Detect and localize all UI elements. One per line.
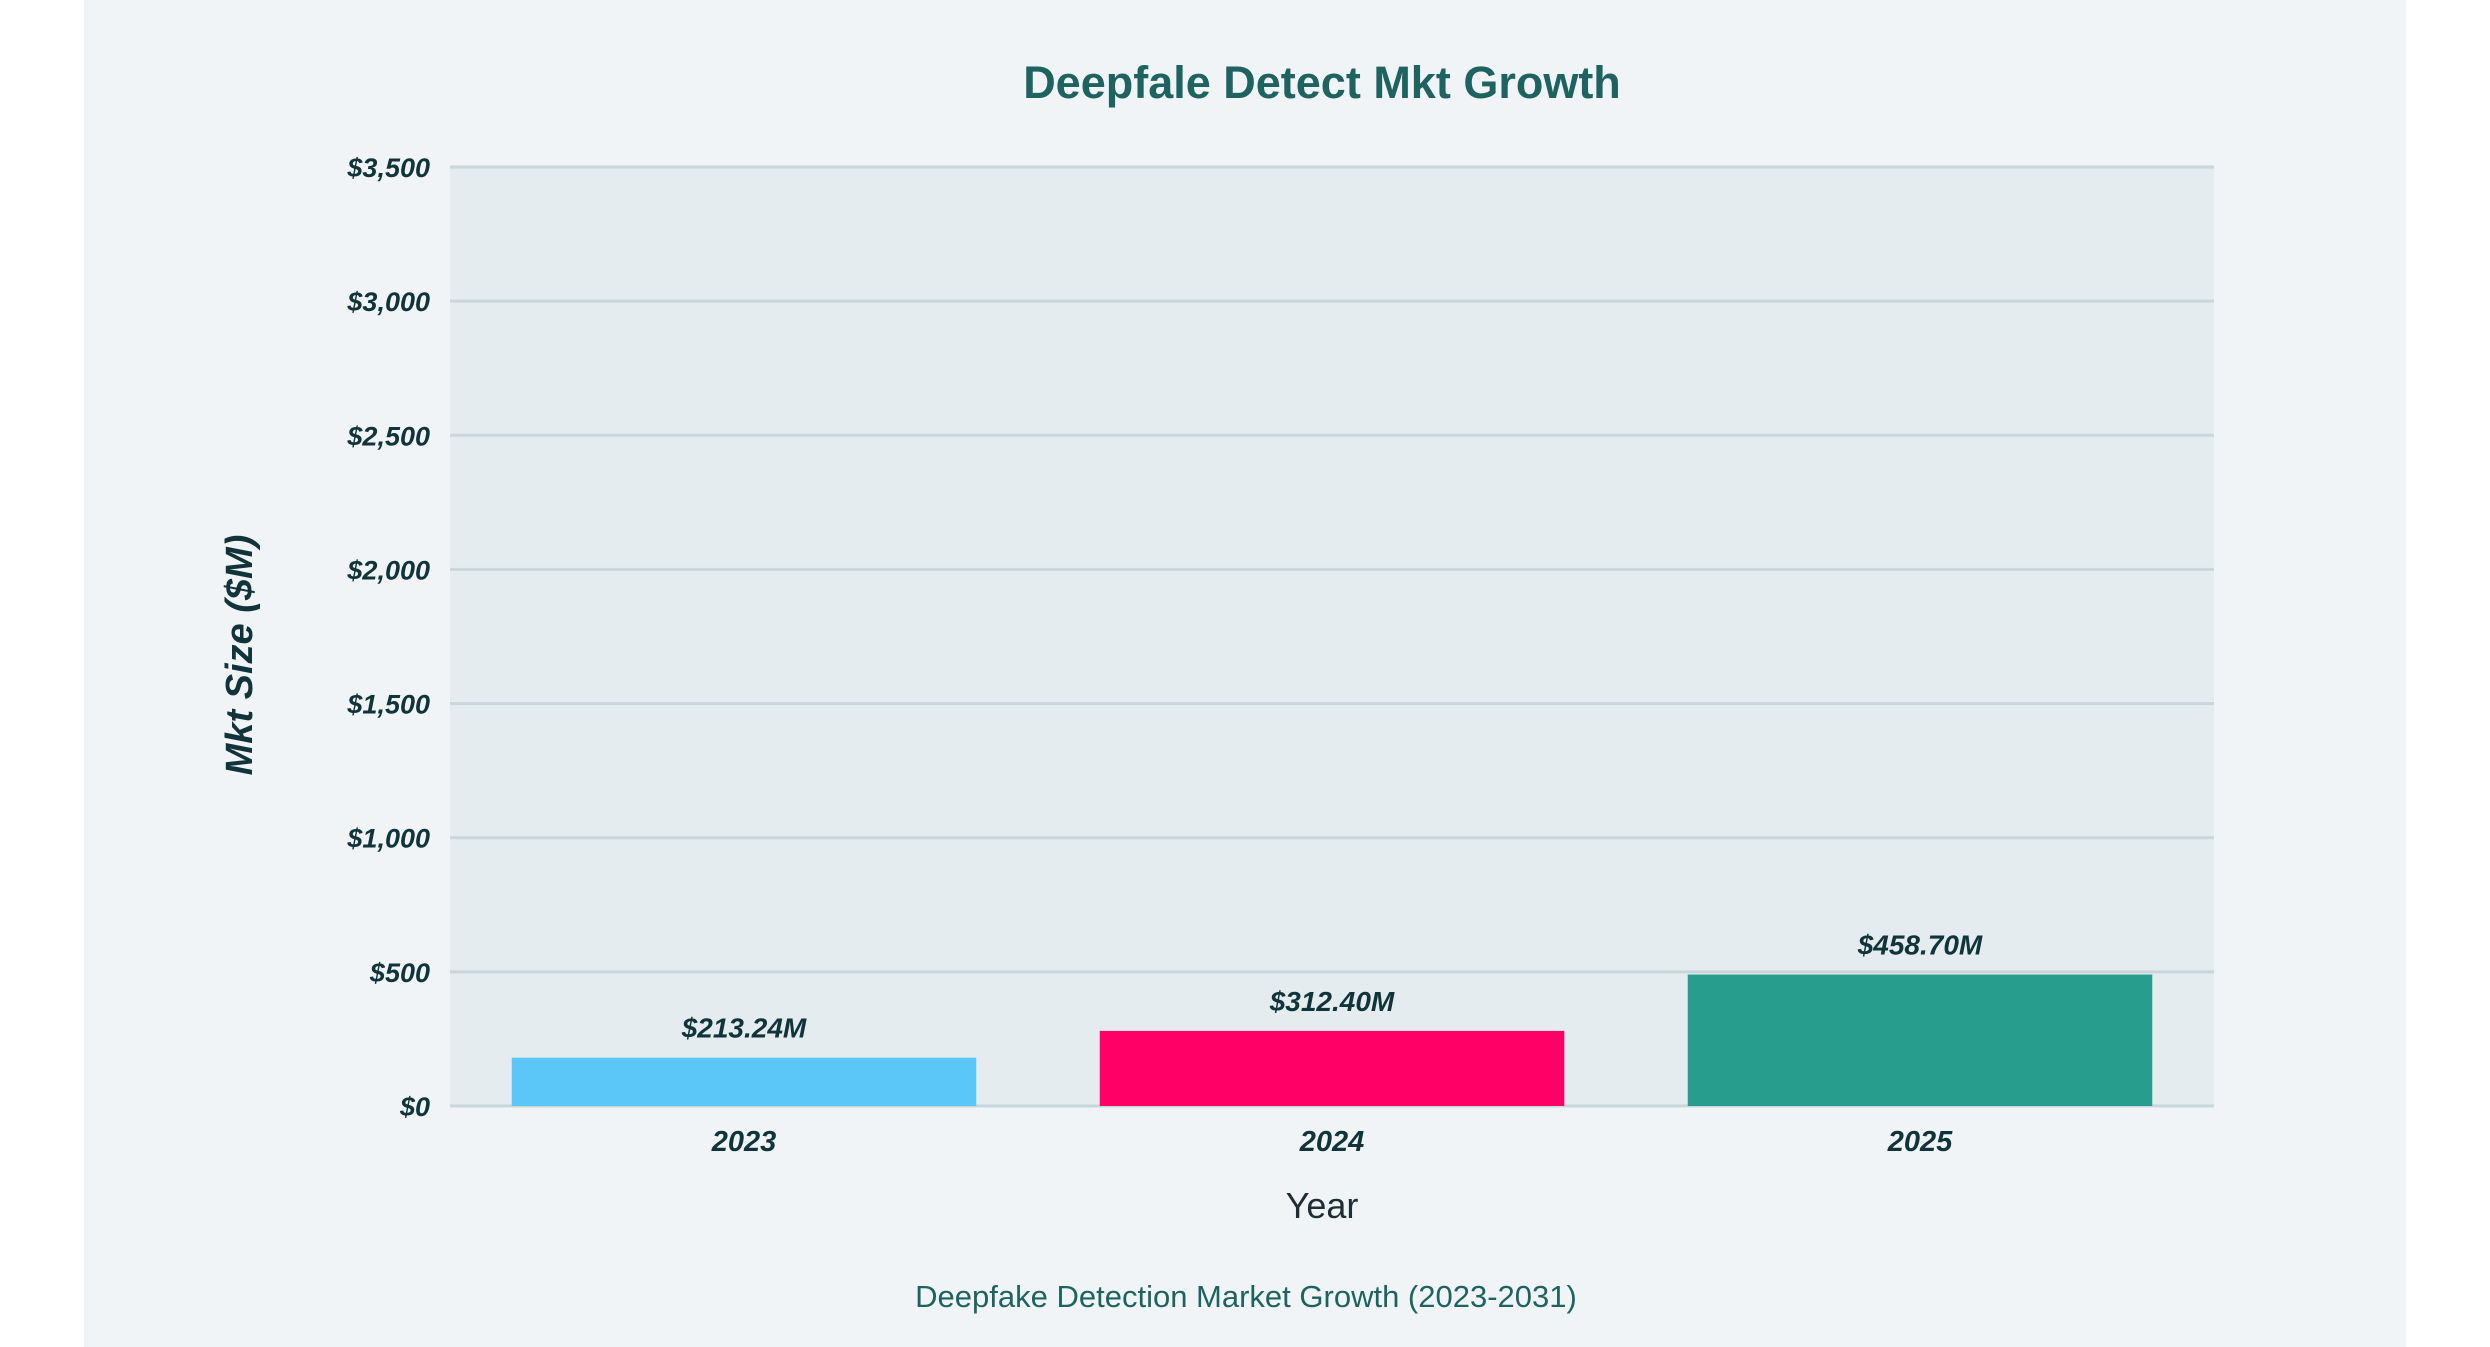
data-label: $458.70M <box>1857 930 1983 961</box>
x-axis-label: Year <box>1286 1185 1359 1226</box>
bars <box>511 974 2153 1106</box>
y-tick-label: $2,500 <box>346 421 430 451</box>
chart-title: Deepfale Detect Mkt Growth <box>1023 57 1621 108</box>
bar <box>1687 974 2153 1106</box>
y-tick-label: $1,500 <box>346 690 430 720</box>
data-label: $312.40M <box>1269 986 1395 1017</box>
chart-caption: Deepfake Detection Market Growth (2023-2… <box>915 1279 1577 1314</box>
y-tick-label: $500 <box>369 958 430 988</box>
y-tick-label: $0 <box>399 1092 430 1122</box>
x-tick-label: 2025 <box>1887 1126 1953 1158</box>
bar <box>511 1057 977 1106</box>
plot-area <box>450 167 2214 1106</box>
y-tick-label: $3,500 <box>346 153 430 183</box>
bar <box>1099 1030 1565 1106</box>
data-labels: $213.24M $312.40M $458.70M <box>681 930 1983 1044</box>
x-tick-label: 2024 <box>1299 1126 1365 1158</box>
data-label: $213.24M <box>681 1013 807 1044</box>
y-tick-label: $1,000 <box>346 824 430 854</box>
y-tick-label: $3,000 <box>346 287 430 317</box>
y-tick-label: $2,000 <box>346 555 430 585</box>
y-axis-label: Mkt Size ($M) <box>219 535 261 776</box>
x-axis-ticks: 2023 2024 2025 <box>711 1126 1953 1158</box>
x-tick-label: 2023 <box>711 1126 777 1158</box>
y-axis-ticks: $0 $500 $1,000 $1,500 $2,000 $2,500 $3,000 $3,5… <box>346 153 430 1122</box>
